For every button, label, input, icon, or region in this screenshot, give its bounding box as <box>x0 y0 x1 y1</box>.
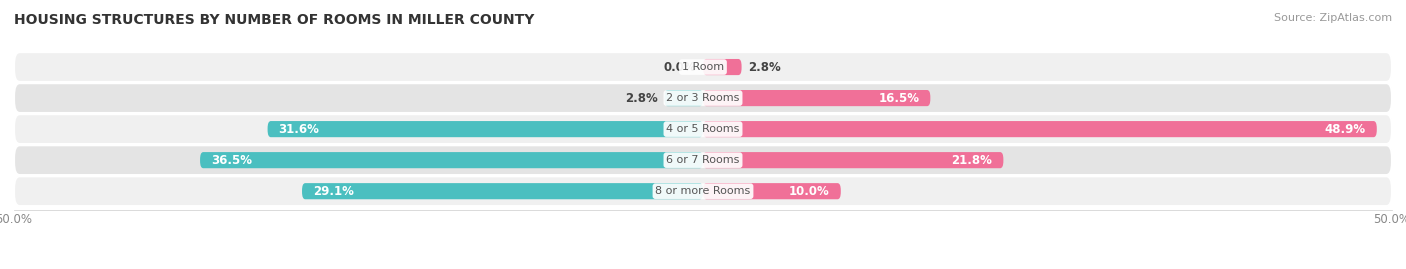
FancyBboxPatch shape <box>665 90 703 106</box>
FancyBboxPatch shape <box>14 52 1392 82</box>
Text: 48.9%: 48.9% <box>1324 123 1365 136</box>
FancyBboxPatch shape <box>703 183 841 199</box>
Text: 29.1%: 29.1% <box>314 185 354 198</box>
FancyBboxPatch shape <box>703 152 1004 168</box>
Legend: Owner-occupied, Renter-occupied: Owner-occupied, Renter-occupied <box>575 266 831 269</box>
Text: 6 or 7 Rooms: 6 or 7 Rooms <box>666 155 740 165</box>
Text: 1 Room: 1 Room <box>682 62 724 72</box>
FancyBboxPatch shape <box>14 83 1392 113</box>
Text: 21.8%: 21.8% <box>952 154 993 167</box>
FancyBboxPatch shape <box>267 121 703 137</box>
FancyBboxPatch shape <box>703 59 741 75</box>
Text: Source: ZipAtlas.com: Source: ZipAtlas.com <box>1274 13 1392 23</box>
Text: HOUSING STRUCTURES BY NUMBER OF ROOMS IN MILLER COUNTY: HOUSING STRUCTURES BY NUMBER OF ROOMS IN… <box>14 13 534 27</box>
FancyBboxPatch shape <box>703 121 1376 137</box>
FancyBboxPatch shape <box>302 183 703 199</box>
Text: 16.5%: 16.5% <box>879 91 920 105</box>
Text: 2 or 3 Rooms: 2 or 3 Rooms <box>666 93 740 103</box>
Text: 4 or 5 Rooms: 4 or 5 Rooms <box>666 124 740 134</box>
FancyBboxPatch shape <box>703 90 931 106</box>
Text: 0.0%: 0.0% <box>664 61 696 73</box>
FancyBboxPatch shape <box>14 114 1392 144</box>
Text: 36.5%: 36.5% <box>211 154 252 167</box>
Text: 10.0%: 10.0% <box>789 185 830 198</box>
FancyBboxPatch shape <box>200 152 703 168</box>
Text: 2.8%: 2.8% <box>748 61 782 73</box>
FancyBboxPatch shape <box>14 145 1392 175</box>
Text: 8 or more Rooms: 8 or more Rooms <box>655 186 751 196</box>
Text: 2.8%: 2.8% <box>624 91 658 105</box>
Text: 31.6%: 31.6% <box>278 123 319 136</box>
FancyBboxPatch shape <box>14 176 1392 206</box>
